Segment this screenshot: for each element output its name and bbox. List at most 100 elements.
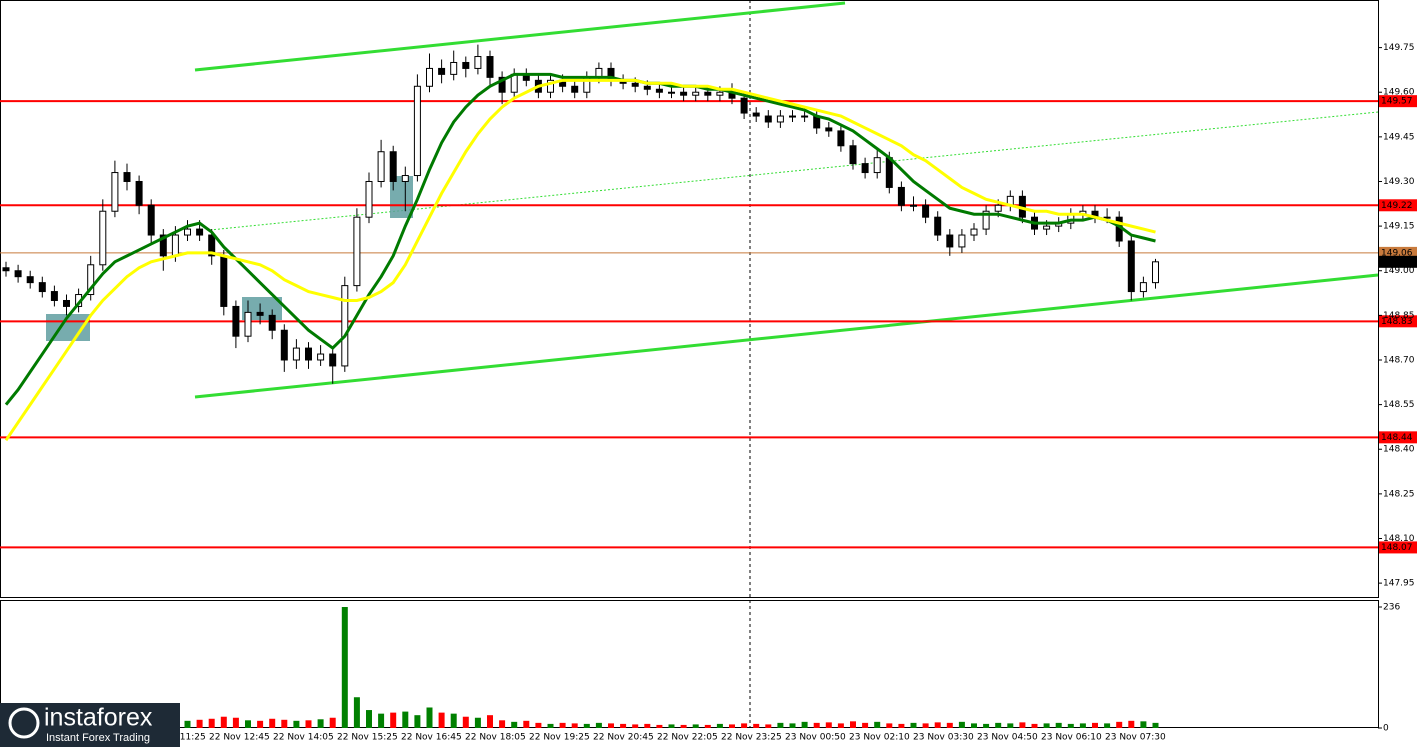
volume-bar (741, 723, 748, 728)
volume-bar (922, 723, 929, 728)
volume-bar (753, 723, 760, 728)
candle-body (244, 311, 252, 337)
candle-body (280, 329, 288, 361)
x-tick-label: 22 Nov 14:05 (273, 733, 334, 743)
volume-bar (438, 712, 445, 728)
candle-body (776, 115, 784, 123)
ask-label: 149.06 (1381, 248, 1413, 258)
volume-bar (571, 723, 578, 728)
volume-bar (317, 719, 324, 728)
volume-bar (1128, 720, 1135, 728)
volume-bar (511, 721, 518, 728)
x-tick-label: 23 Nov 07:30 (1105, 733, 1166, 743)
volume-bar (608, 723, 614, 728)
level-label-bg (1379, 315, 1417, 328)
candle-body (220, 255, 228, 307)
volume-bar (729, 724, 735, 728)
candle-body (147, 204, 155, 236)
candle-body (825, 127, 833, 132)
volume-bar (184, 720, 191, 728)
bid-label-bg (1379, 255, 1417, 268)
candle-body (1152, 261, 1159, 284)
candle-body (571, 85, 579, 93)
candle-body (789, 115, 796, 118)
volume-bar (583, 723, 590, 728)
level-label: 148.44 (1381, 433, 1413, 443)
candle-body (994, 204, 1002, 212)
candle-body (692, 91, 700, 96)
candle-body (87, 264, 95, 296)
x-tick-label: 23 Nov 06:10 (1041, 733, 1102, 743)
moving-average (4, 78, 1156, 442)
level-label-bg (1379, 199, 1417, 212)
volume-bar (402, 711, 409, 728)
volume-bar (1116, 721, 1123, 728)
volume-bar (293, 720, 300, 728)
candle-body (668, 91, 675, 94)
candle-body (305, 347, 312, 361)
price-axis: 149.75 149.60 149.45 149.30 149.15 149.00 148.… (145, 43, 1415, 742)
volume-bar (220, 716, 227, 728)
volume-bar (353, 697, 360, 728)
volume-bar (813, 722, 820, 728)
volume-bar (946, 722, 953, 728)
logo-name: instaforex (44, 704, 153, 732)
level-label: 149.57 (1381, 97, 1413, 107)
candle-body (897, 186, 905, 206)
candle-body (292, 347, 300, 361)
candle-body (426, 67, 433, 87)
candle-body (498, 76, 506, 93)
volume-bar (281, 719, 288, 728)
volume-bar (1019, 722, 1026, 728)
y-tick-label: 149.00 (1383, 266, 1415, 276)
x-tick-label: 23 Nov 02:10 (849, 733, 910, 743)
candle-body (837, 130, 845, 147)
x-tick-label: 22 Nov 22:05 (657, 733, 718, 743)
volume-bar (692, 724, 699, 728)
volume-bar (196, 719, 203, 728)
x-tick-label: 22 Nov 12:45 (209, 733, 270, 743)
volume-bar (850, 721, 856, 728)
candle-body (389, 151, 397, 182)
volume-bar (620, 723, 627, 728)
volume-bar (1152, 722, 1159, 728)
volume-bar (898, 723, 905, 728)
candle-body (401, 175, 409, 182)
x-tick-label: 22 Nov 15:25 (337, 733, 398, 743)
x-tick-label: 23 Nov 04:50 (977, 733, 1038, 743)
candle-body (1127, 240, 1135, 293)
moving-averages (4, 72, 1156, 442)
y-tick-label: 149.45 (1383, 132, 1415, 142)
level-label: 149.22 (1381, 201, 1413, 211)
candle-body (474, 56, 482, 69)
candle-body (268, 314, 276, 331)
volume-bar (1055, 722, 1062, 728)
candle-body (970, 228, 978, 236)
y-tick-label: 149.60 (1383, 88, 1415, 98)
volume-bar (777, 722, 784, 728)
candle-body (208, 234, 216, 257)
volume-bar (559, 722, 566, 728)
y-tick-label: 148.10 (1383, 534, 1415, 544)
level-label: 148.83 (1381, 317, 1413, 327)
volume-bar (886, 723, 893, 728)
volume-bar (765, 724, 772, 728)
volume-bar (245, 720, 251, 728)
volume-bar (704, 724, 711, 728)
candle-body (184, 228, 191, 236)
candle-body (329, 353, 337, 367)
volume-bar (269, 718, 276, 728)
ask-label-bg (1379, 246, 1417, 259)
volume-bar (910, 722, 917, 728)
signal-box (390, 176, 413, 218)
volume-bar (595, 722, 602, 728)
volume-bar (414, 715, 421, 728)
candle-body (704, 91, 712, 96)
volume-bar (1031, 723, 1038, 728)
candle-body (764, 115, 772, 123)
y-tick-label: 149.75 (1383, 43, 1415, 53)
candle-body (740, 97, 748, 114)
volume-bar (523, 720, 530, 728)
volume-bar (208, 718, 215, 728)
level-label-bg (1379, 95, 1417, 108)
